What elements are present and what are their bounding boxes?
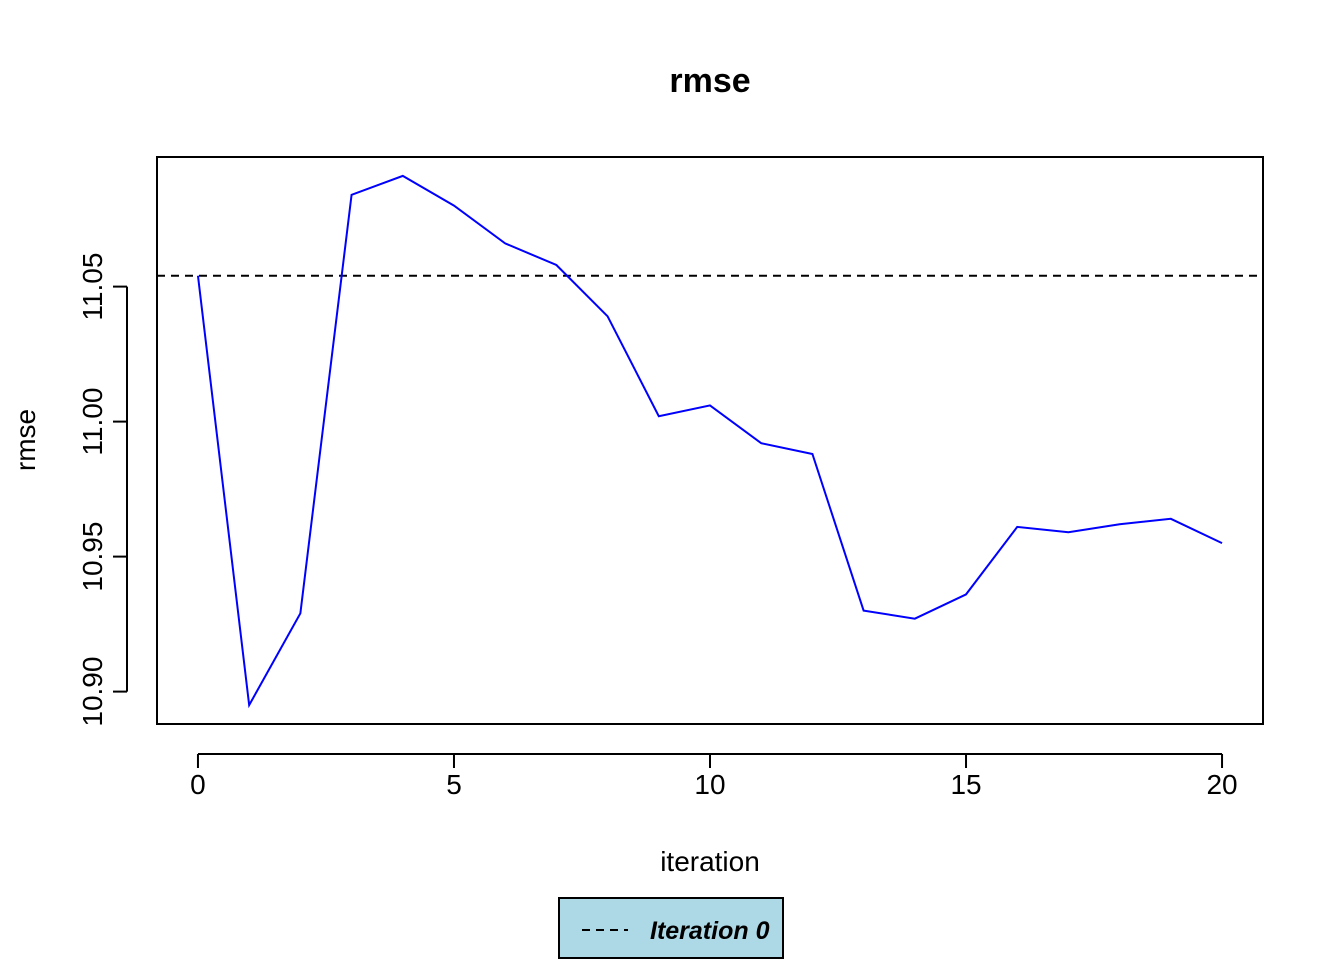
chart-title: rmse <box>669 62 750 100</box>
data-point <box>1068 532 1069 533</box>
legend: Iteration 0 <box>558 897 784 959</box>
x-tick-label: 10 <box>694 769 725 800</box>
data-point <box>300 613 301 614</box>
legend-entry-label: Iteration 0 <box>650 917 770 945</box>
x-tick-label: 5 <box>446 769 462 800</box>
data-point <box>505 243 506 244</box>
data-point <box>197 275 198 276</box>
data-point <box>658 416 659 417</box>
data-point <box>249 705 250 706</box>
data-point <box>607 316 608 317</box>
data-point <box>351 194 352 195</box>
x-tick-label: 0 <box>190 769 206 800</box>
y-tick-label: 11.00 <box>77 388 108 456</box>
data-point <box>863 610 864 611</box>
x-tick-label: 20 <box>1206 769 1237 800</box>
data-point <box>812 454 813 455</box>
legend-box <box>558 897 784 959</box>
data-point <box>914 618 915 619</box>
data-point <box>453 205 454 206</box>
data-point <box>761 443 762 444</box>
rmse-series-line <box>196 174 1223 709</box>
data-point <box>966 594 967 595</box>
data-point <box>1119 524 1120 525</box>
plot-frame <box>156 156 1264 725</box>
data-point <box>1222 543 1223 544</box>
data-point <box>556 265 557 266</box>
x-axis: 0 5 10 15 20 <box>190 753 1238 800</box>
data-point <box>1017 526 1018 527</box>
y-tick-label: 10.90 <box>77 657 108 727</box>
y-tick-label: 10.95 <box>77 522 108 592</box>
x-axis-label: iteration <box>660 846 760 877</box>
data-points <box>197 175 1222 705</box>
data-point <box>402 175 403 176</box>
data-point <box>710 405 711 406</box>
x-tick-label: 15 <box>950 769 981 800</box>
y-axis-label: rmse <box>10 409 41 471</box>
y-tick-label: 11.05 <box>77 253 108 321</box>
y-axis: 10.90 10.95 11.00 11.05 <box>77 253 128 727</box>
data-point <box>1170 518 1171 519</box>
